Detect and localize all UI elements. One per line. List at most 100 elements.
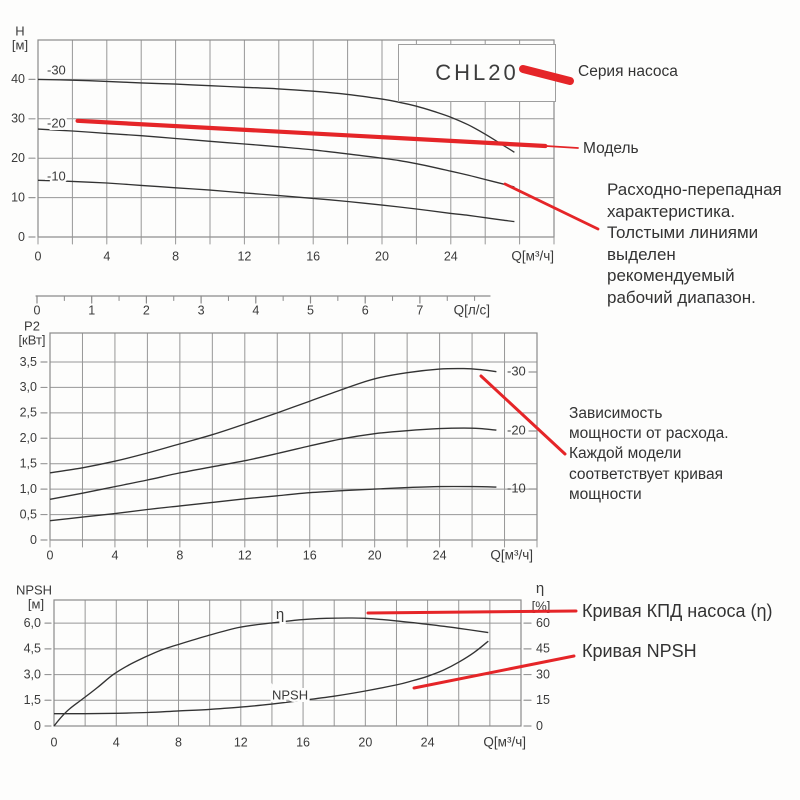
x-axis-title: Q[м³/ч] xyxy=(511,249,554,264)
y-axis-title: P2 xyxy=(24,318,40,333)
y-tick-label: 1,5 xyxy=(24,693,41,707)
secondary-tick-label: 5 xyxy=(307,303,314,317)
annotation-npsh-curve: Кривая NPSH xyxy=(582,642,697,660)
series-label: -30 xyxy=(507,363,526,378)
secondary-tick-label: 3 xyxy=(198,303,205,317)
note-line: мощности xyxy=(569,485,642,503)
right-axis-title: η xyxy=(536,580,544,597)
y-tick-label: 3,0 xyxy=(20,380,37,394)
series-curve-3 xyxy=(37,179,515,223)
x-tick-label: 0 xyxy=(35,249,42,263)
y-tick-label: 2,0 xyxy=(20,431,37,445)
secondary-axis-title: Q[л/с] xyxy=(454,303,490,318)
chart-power-flow: 0 0,5 1,0 1,5 2,0 2,5 3,0 3,5 0 4 8 12 16 20 24 Q[м³/ч]… xyxy=(18,318,538,563)
x-tick-label: 0 xyxy=(51,735,58,749)
secondary-tick-label: 7 xyxy=(416,303,423,317)
annotation-model: Модель xyxy=(583,141,639,157)
x-tick-label: 24 xyxy=(421,735,435,749)
x-tick-label: 20 xyxy=(375,249,389,263)
y-tick-label: 20 xyxy=(11,151,25,165)
y-right-tick-label: 45 xyxy=(536,642,550,656)
series-curve-3 xyxy=(49,485,497,522)
x-tick-label: 24 xyxy=(433,548,447,562)
y-tick-label: 4,5 xyxy=(24,642,41,656)
y-tick-label: 0,5 xyxy=(20,507,37,521)
y-axis-title: H xyxy=(15,23,24,38)
secondary-tick-label: 2 xyxy=(143,303,150,317)
note-line: мощности от расхода. xyxy=(569,425,729,443)
annotation-pump-series: Серия насоса xyxy=(578,64,678,80)
y-right-tick-label: 60 xyxy=(536,616,550,630)
series-label: η xyxy=(276,606,284,623)
note-line: характеристика. xyxy=(607,201,736,221)
x-tick-label: 0 xyxy=(47,548,54,562)
y-tick-label: 0 xyxy=(34,719,41,733)
annotation-efficiency-curve: Кривая КПД насоса (η) xyxy=(582,602,772,620)
y-right-tick-label: 15 xyxy=(536,693,550,707)
x-tick-label: 4 xyxy=(103,249,110,263)
y-axis-title: [м] xyxy=(28,596,44,611)
series-curve-1 xyxy=(37,78,515,153)
series-curve-2 xyxy=(37,128,515,188)
annotation-pump-series-text: Серия насоса xyxy=(578,63,678,80)
pump-series-box: CHL20 xyxy=(398,44,556,102)
y-right-tick-label: 0 xyxy=(536,719,543,733)
y-axis-title: NPSH xyxy=(16,582,52,597)
y-tick-label: 1,0 xyxy=(20,482,37,496)
x-axis-title: Q[м³/ч] xyxy=(483,735,526,750)
plot-border xyxy=(49,332,538,541)
series-label: -10 xyxy=(507,480,526,495)
x-tick-label: 12 xyxy=(237,249,251,263)
y-tick-label: 1,5 xyxy=(20,457,37,471)
y-tick-label: 3,5 xyxy=(20,355,37,369)
series-label: -20 xyxy=(507,422,526,437)
annotation-power-note: Зависимость мощности от расхода. Каждой … xyxy=(569,404,779,505)
note-line: Расходно-перепадная xyxy=(607,180,782,199)
note-line: Каждой модели xyxy=(569,445,682,463)
note-line: Зависимость xyxy=(569,405,663,422)
y-tick-label: 2,5 xyxy=(20,406,37,420)
y-tick-label: 0 xyxy=(18,230,25,244)
x-tick-label: 20 xyxy=(368,548,382,562)
plot-border xyxy=(37,39,555,238)
series-curve-2 xyxy=(49,427,497,500)
series-curve-1 xyxy=(49,367,497,474)
series-label: -10 xyxy=(47,168,66,183)
series-curve-2 xyxy=(53,640,489,715)
y-tick-label: 3,0 xyxy=(24,667,41,681)
y-axis-title: [кВт] xyxy=(18,332,45,347)
y-right-tick-label: 30 xyxy=(536,667,550,681)
x-axis-title: Q[м³/ч] xyxy=(490,548,533,563)
y-tick-label: 6,0 xyxy=(24,616,41,630)
y-tick-label: 0 xyxy=(30,533,37,547)
x-tick-label: 4 xyxy=(111,548,118,562)
annotation-head-flow-note: Расходно-перепадная характеристика. Толс… xyxy=(607,179,800,309)
x-tick-label: 12 xyxy=(238,548,252,562)
right-axis-title: [%] xyxy=(532,598,551,613)
y-tick-label: 40 xyxy=(11,72,25,86)
x-tick-label: 4 xyxy=(113,735,120,749)
highlight-model-line xyxy=(75,118,548,149)
note-line: рабочий диапазон. xyxy=(607,287,756,307)
series-label: NPSH xyxy=(272,687,308,702)
series-label: -20 xyxy=(47,115,66,130)
y-axis-title: [м] xyxy=(12,37,28,52)
x-tick-label: 8 xyxy=(172,249,179,263)
secondary-tick-label: 0 xyxy=(34,303,41,317)
secondary-tick-label: 6 xyxy=(362,303,369,317)
x-tick-label: 24 xyxy=(444,249,458,263)
note-line: рекомендуемый xyxy=(607,266,735,286)
pump-series-name: CHL20 xyxy=(435,60,519,85)
annotation-efficiency-text: Кривая КПД насоса (η) xyxy=(582,601,773,621)
series-label: -30 xyxy=(47,62,66,77)
secondary-tick-label: 1 xyxy=(88,303,95,317)
x-tick-label: 16 xyxy=(306,249,320,263)
x-tick-label: 16 xyxy=(303,548,317,562)
x-tick-label: 12 xyxy=(234,735,248,749)
series-curve-1 xyxy=(53,617,489,727)
y-tick-label: 10 xyxy=(11,190,25,204)
note-line: выделен xyxy=(607,244,676,264)
